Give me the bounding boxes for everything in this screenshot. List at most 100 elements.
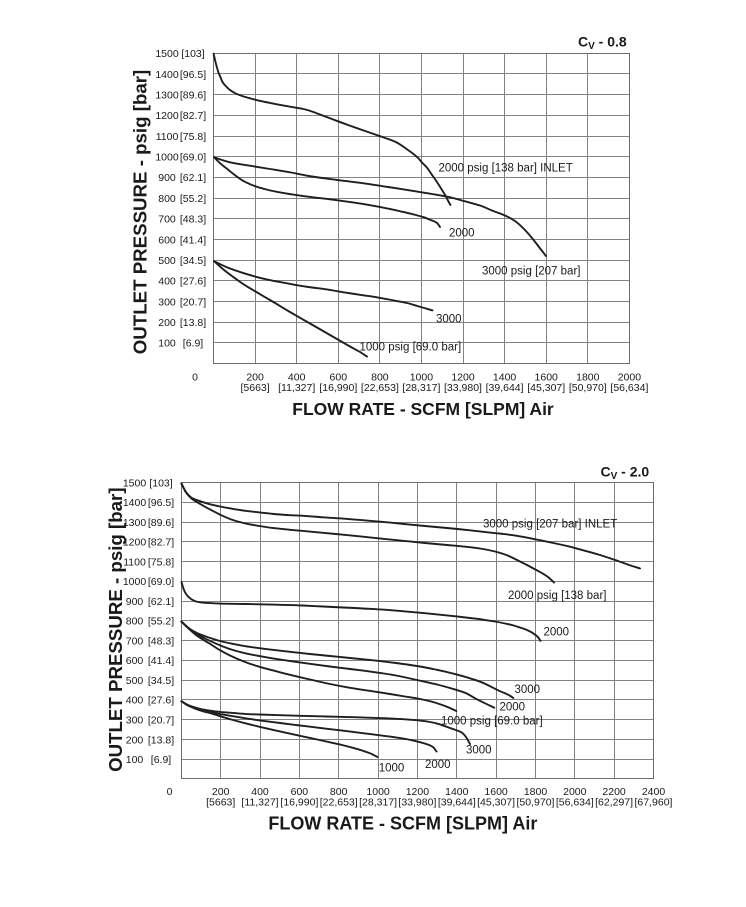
svg-text:2000: 2000 <box>563 786 587 798</box>
svg-text:1400: 1400 <box>445 786 469 798</box>
svg-text:1600: 1600 <box>535 372 559 384</box>
svg-text:400: 400 <box>158 276 176 288</box>
svg-text:[41.4]: [41.4] <box>148 655 174 667</box>
svg-text:[16,990]: [16,990] <box>280 797 318 809</box>
svg-text:[16,990]: [16,990] <box>319 382 357 394</box>
svg-text:[39,644]: [39,644] <box>438 797 476 809</box>
svg-text:[75.8]: [75.8] <box>148 556 174 568</box>
svg-text:1000: 1000 <box>410 372 434 384</box>
svg-text:2000: 2000 <box>425 759 451 771</box>
svg-text:800: 800 <box>330 786 348 798</box>
svg-text:1300: 1300 <box>155 90 179 102</box>
svg-text:1800: 1800 <box>524 786 548 798</box>
svg-text:600: 600 <box>291 786 309 798</box>
svg-text:[96.5]: [96.5] <box>180 69 206 81</box>
svg-text:100: 100 <box>158 338 176 350</box>
svg-text:[6.9]: [6.9] <box>183 338 204 350</box>
svg-text:300: 300 <box>158 296 176 308</box>
svg-text:200: 200 <box>126 734 144 746</box>
svg-text:[48.3]: [48.3] <box>148 635 174 647</box>
svg-text:400: 400 <box>288 372 306 384</box>
svg-text:1600: 1600 <box>484 786 508 798</box>
svg-text:1300: 1300 <box>123 517 147 529</box>
svg-text:[96.5]: [96.5] <box>148 497 174 509</box>
svg-text:[45,307]: [45,307] <box>527 382 565 394</box>
svg-text:[89.6]: [89.6] <box>180 90 206 102</box>
svg-text:700: 700 <box>158 214 176 226</box>
svg-text:1200: 1200 <box>123 537 147 549</box>
svg-text:800: 800 <box>158 193 176 205</box>
svg-text:[48.3]: [48.3] <box>180 214 206 226</box>
svg-text:[56,634]: [56,634] <box>556 797 594 809</box>
svg-text:600: 600 <box>126 655 144 667</box>
svg-text:1500: 1500 <box>123 477 147 489</box>
svg-text:[6.9]: [6.9] <box>151 754 172 766</box>
svg-text:[45,307]: [45,307] <box>477 797 515 809</box>
svg-text:[55.2]: [55.2] <box>180 193 206 205</box>
svg-text:1400: 1400 <box>155 69 179 81</box>
svg-text:200: 200 <box>246 372 264 384</box>
svg-text:[75.8]: [75.8] <box>180 131 206 143</box>
svg-text:1800: 1800 <box>576 372 600 384</box>
svg-text:1500: 1500 <box>155 48 179 60</box>
svg-text:[13.8]: [13.8] <box>148 734 174 746</box>
svg-text:3000 psig [207 bar] INLET: 3000 psig [207 bar] INLET <box>483 519 617 531</box>
svg-text:1000: 1000 <box>366 786 390 798</box>
svg-text:500: 500 <box>158 255 176 267</box>
svg-text:[69.0]: [69.0] <box>180 152 206 164</box>
svg-text:100: 100 <box>126 754 144 766</box>
svg-text:[33,980]: [33,980] <box>444 382 482 394</box>
svg-text:[62,297]: [62,297] <box>595 797 633 809</box>
svg-text:1000 psig [69.0 bar]: 1000 psig [69.0 bar] <box>441 716 543 728</box>
svg-text:[69.0]: [69.0] <box>148 576 174 588</box>
svg-text:OUTLET PRESSURE - psig [bar]: OUTLET PRESSURE - psig [bar] <box>105 487 126 771</box>
svg-text:[56,634]: [56,634] <box>610 382 648 394</box>
svg-text:OUTLET PRESSURE - psig [bar]: OUTLET PRESSURE - psig [bar] <box>130 70 151 354</box>
svg-text:2000 psig [138 bar] INLET: 2000 psig [138 bar] INLET <box>439 163 573 175</box>
svg-text:1200: 1200 <box>155 110 179 122</box>
svg-text:[28,317]: [28,317] <box>359 797 397 809</box>
svg-text:[20.7]: [20.7] <box>148 715 174 727</box>
svg-text:800: 800 <box>126 616 144 628</box>
svg-text:[41.4]: [41.4] <box>180 234 206 246</box>
svg-text:0: 0 <box>167 786 173 798</box>
svg-text:1100: 1100 <box>156 131 179 143</box>
svg-text:3000: 3000 <box>436 314 462 326</box>
svg-text:FLOW RATE - SCFM [SLPM] Air: FLOW RATE - SCFM [SLPM] Air <box>292 399 554 419</box>
svg-text:[103]: [103] <box>149 477 172 489</box>
svg-text:2000: 2000 <box>618 372 642 384</box>
svg-text:[82.7]: [82.7] <box>180 110 206 122</box>
svg-text:[62.1]: [62.1] <box>148 596 174 608</box>
svg-text:2000 psig [138 bar]: 2000 psig [138 bar] <box>508 590 606 602</box>
svg-text:CV - 2.0: CV - 2.0 <box>601 463 650 482</box>
svg-text:1200: 1200 <box>406 786 430 798</box>
svg-text:500: 500 <box>126 675 144 687</box>
svg-text:[33,980]: [33,980] <box>398 797 436 809</box>
svg-text:1400: 1400 <box>493 372 517 384</box>
svg-text:FLOW RATE - SCFM [SLPM] Air: FLOW RATE - SCFM [SLPM] Air <box>268 814 537 834</box>
svg-text:3000 psig [207 bar]: 3000 psig [207 bar] <box>482 266 580 278</box>
svg-text:[103]: [103] <box>181 48 204 60</box>
svg-text:1000 psig [69.0 bar]: 1000 psig [69.0 bar] <box>360 342 462 354</box>
svg-text:3000: 3000 <box>515 684 541 696</box>
svg-text:[5663]: [5663] <box>240 382 269 394</box>
svg-text:[39,644]: [39,644] <box>486 382 524 394</box>
svg-text:2400: 2400 <box>642 786 666 798</box>
svg-text:[34.5]: [34.5] <box>148 675 174 687</box>
svg-text:[89.6]: [89.6] <box>148 517 174 529</box>
svg-text:1100: 1100 <box>123 556 146 568</box>
svg-text:[50,970]: [50,970] <box>517 797 555 809</box>
svg-text:900: 900 <box>158 172 176 184</box>
svg-text:[11,327]: [11,327] <box>278 382 315 394</box>
svg-text:900: 900 <box>126 596 144 608</box>
svg-text:[22,653]: [22,653] <box>361 382 399 394</box>
svg-text:600: 600 <box>330 372 348 384</box>
svg-text:3000: 3000 <box>466 745 492 757</box>
svg-text:300: 300 <box>126 715 144 727</box>
svg-text:1000: 1000 <box>155 152 179 164</box>
svg-text:1200: 1200 <box>451 372 475 384</box>
svg-text:[22,653]: [22,653] <box>320 797 358 809</box>
svg-text:[34.5]: [34.5] <box>180 255 206 267</box>
svg-text:400: 400 <box>251 786 269 798</box>
svg-text:[50,970]: [50,970] <box>569 382 607 394</box>
